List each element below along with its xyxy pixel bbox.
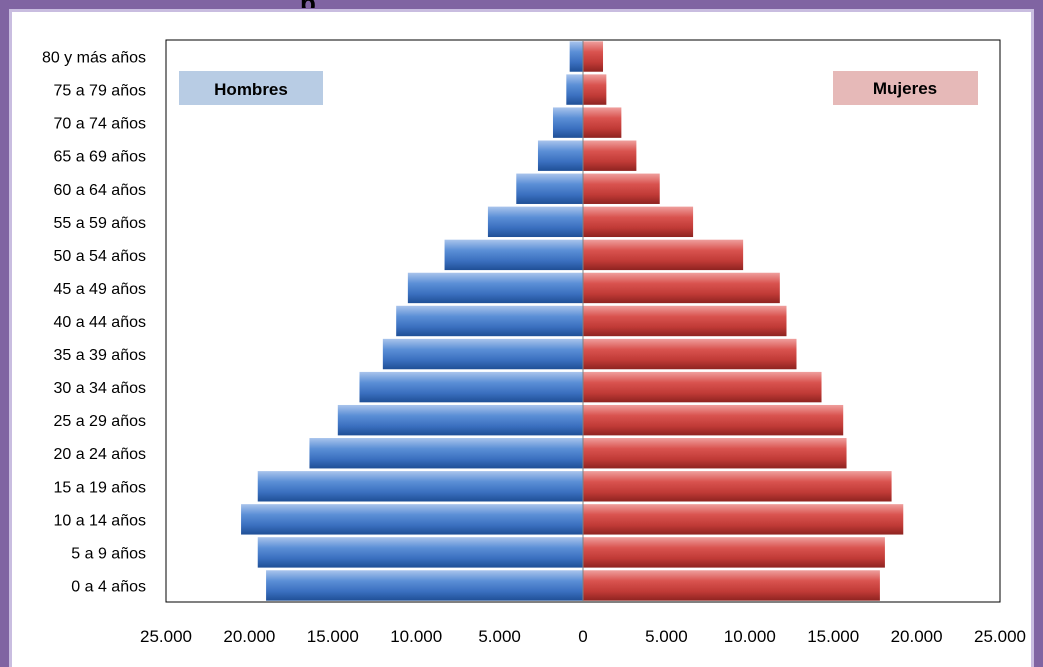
bar-hombres-6 xyxy=(444,239,583,271)
bar-mujeres-10 xyxy=(583,371,822,403)
y-axis-labels: 80 y más años 75 a 79 años 70 a 74 años 65 … xyxy=(42,50,146,596)
bar-mujeres-16 xyxy=(583,570,880,601)
bar-hombres-4 xyxy=(516,173,583,204)
y-tick-label: 25 a 29 años xyxy=(53,413,146,430)
x-axis-labels: 25.000 20.000 15.000 10.000 5.000 0 5.000 10.00… xyxy=(140,627,1026,646)
bar-hombres-11 xyxy=(337,404,583,436)
y-tick-label: 0 a 4 años xyxy=(71,578,146,595)
bar-mujeres-5 xyxy=(583,206,694,238)
y-tick-label: 20 a 24 años xyxy=(53,446,146,463)
bar-mujeres-15 xyxy=(583,537,885,568)
x-tick-label: 0 xyxy=(578,627,587,646)
bar-mujeres-2 xyxy=(583,107,622,138)
y-tick-label: 35 a 39 años xyxy=(53,347,146,364)
bar-hombres-8 xyxy=(396,305,583,337)
legend-hombres: Hombres xyxy=(179,71,323,105)
frame-border-right-inner xyxy=(1031,9,1034,667)
x-tick-label: 15.000 xyxy=(807,627,859,646)
bar-mujeres-13 xyxy=(583,471,892,502)
bar-mujeres-6 xyxy=(583,239,744,271)
bar-hombres-1 xyxy=(566,74,583,105)
x-tick-label: 25.000 xyxy=(140,627,192,646)
y-tick-label: 45 a 49 años xyxy=(53,281,146,298)
frame-border-left xyxy=(0,0,9,667)
legend-hombres-label: Hombres xyxy=(214,80,288,99)
bar-hombres-9 xyxy=(382,338,583,370)
bar-hombres-0 xyxy=(569,41,583,72)
x-tick-label: 10.000 xyxy=(724,627,776,646)
bar-hombres-5 xyxy=(487,206,583,238)
y-tick-label: 70 a 74 años xyxy=(53,116,146,133)
x-tick-label: 5.000 xyxy=(645,627,688,646)
bars-group xyxy=(241,41,904,601)
bar-hombres-13 xyxy=(257,471,583,502)
x-tick-label: 20.000 xyxy=(891,627,943,646)
legend-mujeres-box xyxy=(833,71,978,105)
bar-mujeres-8 xyxy=(583,305,787,337)
bar-hombres-2 xyxy=(552,107,583,138)
bar-mujeres-1 xyxy=(583,74,607,105)
bar-hombres-7 xyxy=(407,272,583,304)
frame-border-top xyxy=(0,0,1043,9)
bar-mujeres-0 xyxy=(583,41,604,72)
x-tick-label: 15.000 xyxy=(307,627,359,646)
y-tick-label: 80 y más años xyxy=(42,50,146,67)
bar-hombres-15 xyxy=(257,537,583,568)
bar-mujeres-7 xyxy=(583,272,780,304)
x-tick-label: 25.000 xyxy=(974,627,1026,646)
bar-mujeres-14 xyxy=(583,504,904,535)
bar-hombres-3 xyxy=(537,140,583,171)
x-tick-label: 5.000 xyxy=(478,627,521,646)
bar-hombres-16 xyxy=(266,570,583,601)
bar-mujeres-4 xyxy=(583,173,660,204)
y-tick-label: 75 a 79 años xyxy=(53,83,146,100)
y-tick-label: 5 a 9 años xyxy=(71,545,146,562)
y-tick-label: 60 a 64 años xyxy=(53,182,146,199)
y-tick-label: 10 a 14 años xyxy=(53,512,146,529)
x-tick-label: 20.000 xyxy=(223,627,275,646)
y-tick-label: 50 a 54 años xyxy=(53,248,146,265)
x-tick-label: 10.000 xyxy=(390,627,442,646)
frame-border-top-inner xyxy=(9,9,1034,12)
y-tick-label: 40 a 44 años xyxy=(53,314,146,331)
y-tick-label: 30 a 34 años xyxy=(53,380,146,397)
bar-mujeres-9 xyxy=(583,338,797,370)
bar-mujeres-12 xyxy=(583,438,847,469)
frame-border-right xyxy=(1034,0,1043,667)
y-tick-label: 55 a 59 años xyxy=(53,215,146,232)
legend-mujeres-label: Mujeres xyxy=(873,79,937,98)
bar-mujeres-3 xyxy=(583,140,637,171)
bar-hombres-14 xyxy=(241,504,583,535)
chart-title-fragment: p xyxy=(300,0,340,8)
bar-hombres-10 xyxy=(359,371,583,403)
legend-hombres-box xyxy=(179,71,323,105)
frame-border-left-inner xyxy=(9,9,12,667)
bar-hombres-12 xyxy=(309,438,583,469)
y-tick-label: 65 a 69 años xyxy=(53,149,146,166)
y-tick-label: 15 a 19 años xyxy=(53,479,146,496)
legend-mujeres: Mujeres xyxy=(833,71,978,105)
bar-mujeres-11 xyxy=(583,404,844,436)
